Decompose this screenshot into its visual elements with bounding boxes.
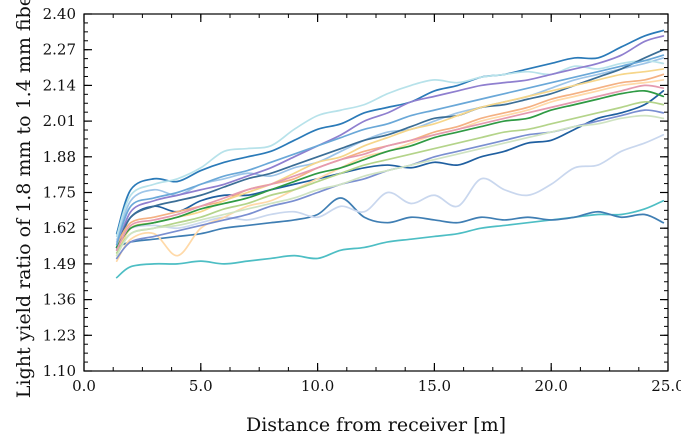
- y-tick-label: 2.27: [43, 41, 76, 59]
- series-line-17: [115, 54, 665, 246]
- series-line-14: [115, 100, 665, 254]
- x-axis-title: Distance from receiver [m]: [246, 414, 506, 436]
- y-tick-label: 1.10: [43, 362, 76, 380]
- series-line-2: [115, 197, 665, 249]
- y-tick-label: 1.62: [43, 219, 76, 237]
- series-line-18: [115, 114, 665, 257]
- x-tick-label: 10.0: [301, 377, 334, 395]
- series-line-4: [115, 90, 665, 249]
- series-line-11: [115, 68, 665, 257]
- series-line-6: [115, 29, 665, 235]
- series-line-8: [115, 35, 665, 252]
- series-line-16: [115, 84, 665, 252]
- x-tick-label: 0.0: [72, 377, 96, 395]
- y-tick-label: 2.40: [43, 5, 76, 23]
- series-layer: [115, 29, 665, 279]
- series-line-13: [115, 89, 665, 249]
- series-line-7: [115, 59, 665, 238]
- series-line-3: [115, 133, 665, 241]
- y-tick-label: 1.23: [43, 326, 76, 344]
- x-tick-label: 5.0: [189, 377, 213, 395]
- x-tick-label: 15.0: [418, 377, 451, 395]
- y-tick-label: 2.01: [43, 112, 76, 130]
- y-tick-label: 1.75: [43, 184, 76, 202]
- x-tick-label: 25.0: [651, 377, 681, 395]
- y-tick-label: 2.14: [43, 76, 76, 94]
- y-tick-label: 1.88: [43, 148, 76, 166]
- ticks-layer: 0.0 5.0 10.0 15.0 20.0 25.0 1.10 1.23 1.36 1.49 1.…: [43, 5, 681, 395]
- y-axis-title: Light yield ratio of 1.8 mm to 1.4 mm fi…: [13, 0, 35, 398]
- y-tick-label: 1.36: [43, 291, 76, 309]
- x-tick-label: 20.0: [534, 377, 567, 395]
- y-tick-label: 1.49: [43, 255, 76, 273]
